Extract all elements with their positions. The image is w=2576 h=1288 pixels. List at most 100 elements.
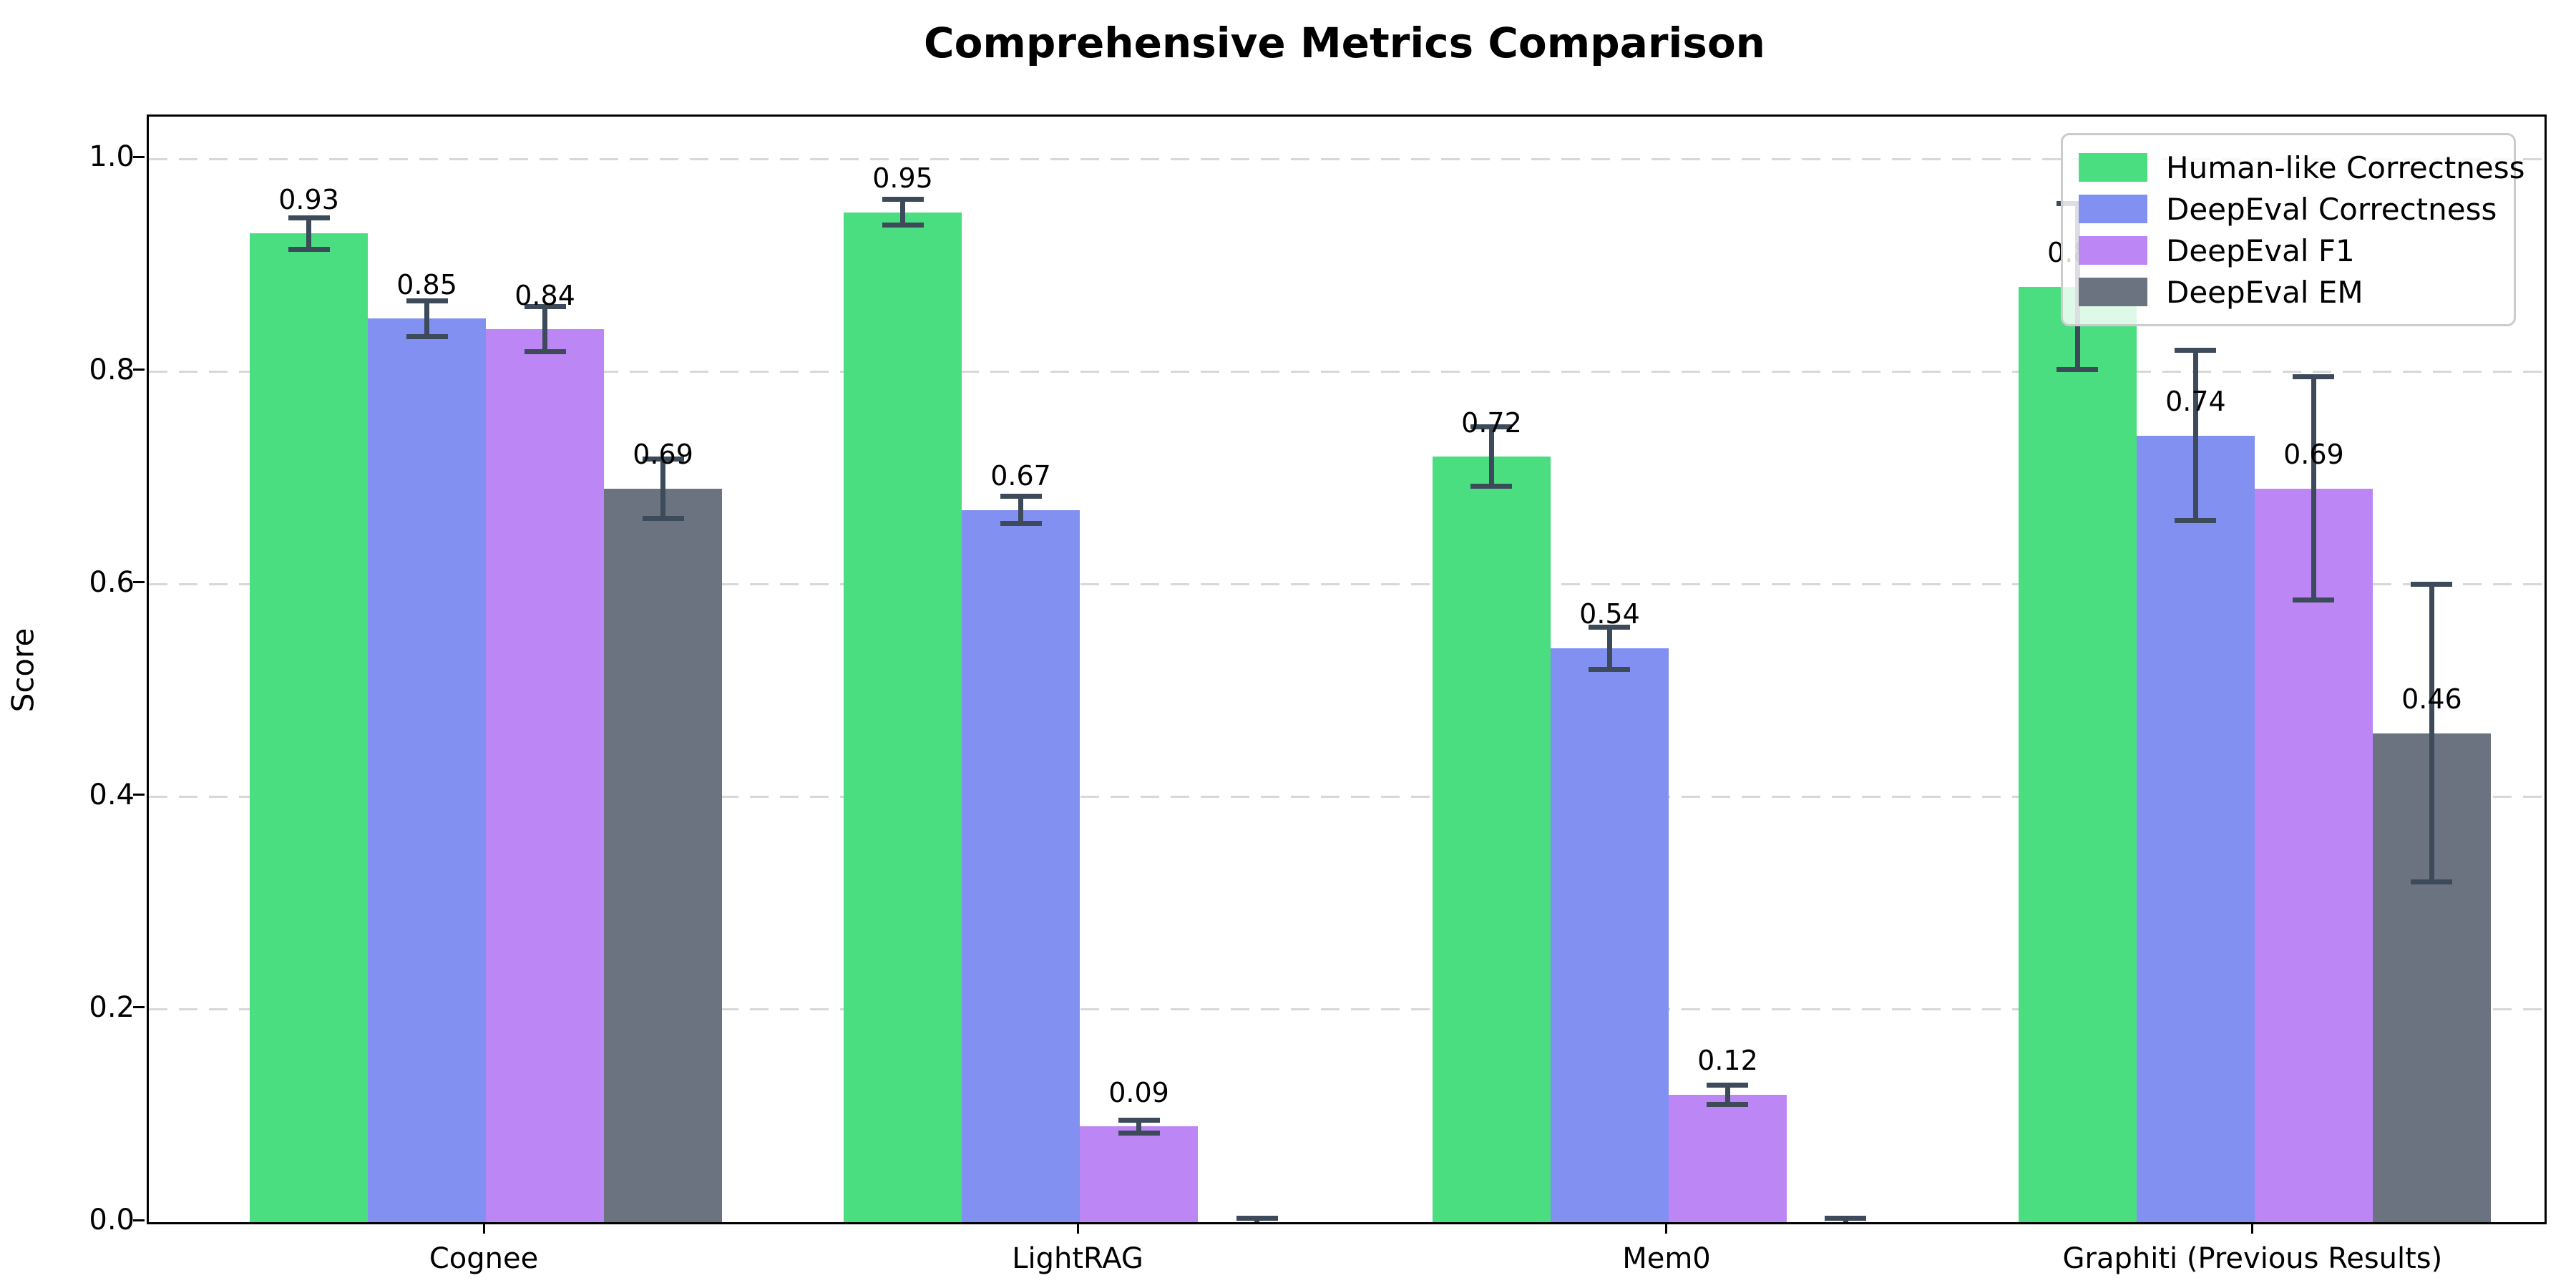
- error-bar-cap: [1000, 493, 1042, 499]
- error-bar-cap: [1118, 1130, 1160, 1136]
- gridline-y-1: [149, 157, 2545, 160]
- error-bar-cap: [406, 334, 448, 339]
- ytick-label-0: 0.0: [89, 1204, 135, 1236]
- error-bar: [1018, 496, 1024, 524]
- error-bar: [1724, 1085, 1730, 1105]
- error-bar-cap: [288, 247, 330, 253]
- bar-value-label: 0.93: [278, 183, 339, 215]
- error-bar-cap: [642, 516, 684, 522]
- xtick-mark: [2251, 1222, 2254, 1234]
- ytick-mark: [133, 794, 145, 796]
- error-bar-cap: [642, 456, 684, 462]
- bar-value-label: 0.74: [2165, 386, 2226, 418]
- legend-label: DeepEval EM: [2166, 274, 2363, 310]
- legend: Human-like Correctness DeepEval Correctn…: [2061, 133, 2525, 326]
- error-bar: [1606, 627, 1612, 670]
- bar: [2018, 286, 2137, 1222]
- error-bar-cap: [406, 298, 448, 303]
- error-bar-cap: [1707, 1082, 1749, 1088]
- ytick-label-2: 0.4: [89, 778, 135, 811]
- error-bar: [306, 218, 312, 250]
- error-bar: [900, 199, 906, 225]
- bar: [250, 233, 369, 1222]
- ytick-mark: [133, 155, 145, 158]
- ytick-mark: [133, 581, 145, 584]
- bar-value-label: 0.54: [1579, 598, 1640, 630]
- error-bar: [2311, 376, 2316, 600]
- error-bar: [2429, 584, 2434, 882]
- bar: [962, 509, 1080, 1222]
- gridline-y-0.6: [149, 583, 2545, 586]
- bar-value-label: 0.12: [1697, 1045, 1758, 1077]
- bar-value-label: 0.72: [1461, 406, 1522, 439]
- error-bar-cap: [1000, 521, 1042, 527]
- error-bar-cap: [288, 215, 330, 220]
- error-bar-cap: [524, 304, 566, 310]
- xtick-label-cognee: Cognee: [429, 1242, 539, 1275]
- ytick-label-1: 0.2: [89, 990, 135, 1024]
- error-bar-cap: [1470, 424, 1513, 430]
- ytick-label-3: 0.6: [89, 565, 135, 599]
- error-bar-cap: [1707, 1101, 1749, 1107]
- ytick-mark: [133, 369, 145, 371]
- error-bar-cap: [2175, 348, 2217, 353]
- bar-value-label: 0.09: [1108, 1076, 1169, 1108]
- error-bar-cap: [1118, 1117, 1160, 1123]
- bar: [1550, 648, 1669, 1222]
- legend-swatch-icon: [2079, 278, 2147, 306]
- error-bar-cap: [524, 348, 566, 354]
- chart-title: Comprehensive Metrics Comparison: [924, 19, 1765, 67]
- legend-swatch-icon: [2079, 195, 2147, 223]
- bar-value-label: 0.46: [2401, 683, 2462, 716]
- bar-value-label: 0.84: [514, 279, 575, 311]
- ytick-mark: [133, 1006, 145, 1009]
- error-bar: [542, 306, 548, 352]
- error-bar: [1136, 1120, 1142, 1133]
- error-bar-cap: [882, 197, 924, 203]
- bar: [844, 212, 962, 1222]
- legend-swatch-icon: [2079, 236, 2147, 265]
- error-bar-cap: [1589, 667, 1631, 672]
- bar: [2136, 435, 2255, 1222]
- bar-value-label: 0.69: [633, 439, 693, 471]
- xtick-mark: [482, 1222, 485, 1234]
- legend-row-human-like-correctness: Human-like Correctness: [2079, 149, 2525, 186]
- legend-row-deepeval-f1: DeepEval F1: [2079, 232, 2498, 269]
- xtick-label-lightrag: LightRAG: [1012, 1242, 1143, 1275]
- error-bar-cap: [2175, 518, 2217, 524]
- bar-value-label: 0.67: [990, 460, 1051, 492]
- legend-row-deepeval-correctness: DeepEval Correctness: [2079, 190, 2498, 228]
- bar-value-label: 0.85: [396, 268, 457, 301]
- gridline-y-0.2: [149, 1008, 2545, 1011]
- legend-label: Human-like Correctness: [2166, 150, 2525, 185]
- error-bar-cap: [2411, 582, 2453, 587]
- ytick-label-4: 0.8: [89, 353, 135, 386]
- bar: [1432, 457, 1551, 1222]
- bar: [604, 488, 723, 1222]
- bar-value-label: 0.69: [2283, 439, 2344, 471]
- error-bar-cap: [2293, 374, 2335, 380]
- error-bar-cap: [882, 223, 924, 228]
- error-bar-cap: [2293, 597, 2335, 603]
- ytick-label-5: 1.0: [89, 140, 135, 174]
- legend-label: DeepEval Correctness: [2166, 191, 2497, 227]
- error-bar: [660, 459, 666, 519]
- error-bar-cap: [2057, 367, 2099, 373]
- bar: [486, 329, 605, 1222]
- bar: [1668, 1094, 1787, 1222]
- bar-value-label: 0.95: [872, 162, 933, 195]
- bar: [2254, 488, 2373, 1222]
- error-bar-cap: [1825, 1215, 1867, 1221]
- ytick-mark: [133, 1219, 145, 1221]
- legend-label: DeepEval F1: [2166, 233, 2355, 268]
- error-bar: [1488, 426, 1494, 487]
- legend-swatch-icon: [2079, 153, 2147, 182]
- error-bar: [2192, 350, 2198, 521]
- xtick-mark: [1076, 1222, 1079, 1234]
- legend-row-deepeval-em: DeepEval EM: [2079, 273, 2498, 311]
- xtick-label-graphiti: Graphiti (Previous Results): [2062, 1242, 2443, 1275]
- xtick-label-mem0: Mem0: [1622, 1242, 1711, 1275]
- bar: [368, 318, 487, 1222]
- xtick-mark: [1665, 1222, 1668, 1234]
